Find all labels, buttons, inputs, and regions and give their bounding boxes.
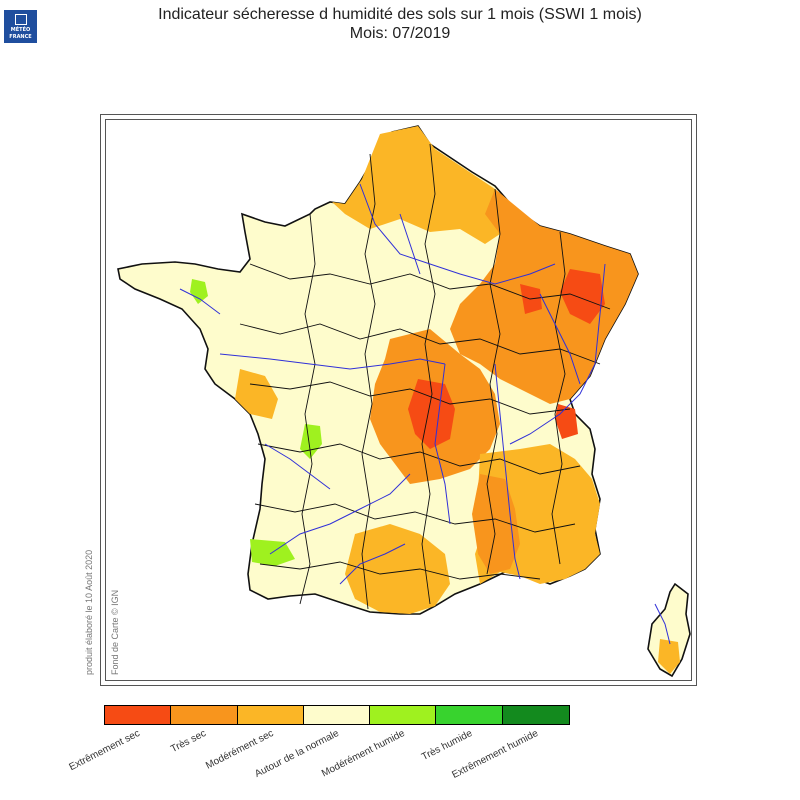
legend-swatch [237,706,304,724]
legend-label: Extrêmement sec [67,728,142,774]
logo-line2: FRANCE [9,34,32,40]
extremely-dry-center [408,379,455,449]
logo-icon [15,14,27,25]
department-boundaries [239,143,611,610]
legend-swatch [370,706,437,724]
moderately-wet-brittany [190,279,208,304]
legend-bar [104,705,570,725]
legend-swatch [105,706,172,724]
extremely-dry-lorraine [560,269,605,324]
legend-label: Très humide [419,728,474,763]
rivers [179,183,671,645]
legend-swatch [171,706,238,724]
legend-swatch [436,706,503,724]
map-frame [100,114,697,686]
moderately-wet-west [300,424,322,459]
map-outer-frame [100,114,697,686]
map-subtitle: Mois: 07/2019 [349,25,451,42]
legend-swatch [303,706,371,724]
map-title: Indicateur sécheresse d humidité des sol… [158,6,642,23]
dry-zone-west [235,369,278,419]
logo-line1: MÉTÉO [10,27,31,33]
production-date-credit: produit élaboré le 10 Août 2020 [84,549,94,675]
legend-swatch [502,706,569,724]
corsica [647,582,691,678]
france-map [100,114,697,686]
corsica-dry [658,639,680,674]
basemap-credit: Fond de Carte © IGN [110,589,120,675]
map-inner-frame [105,119,692,681]
meteo-france-logo: MÉTÉO FRANCE [4,10,37,43]
dry-zone-south [345,524,450,614]
legend-label: Très sec [169,728,209,756]
